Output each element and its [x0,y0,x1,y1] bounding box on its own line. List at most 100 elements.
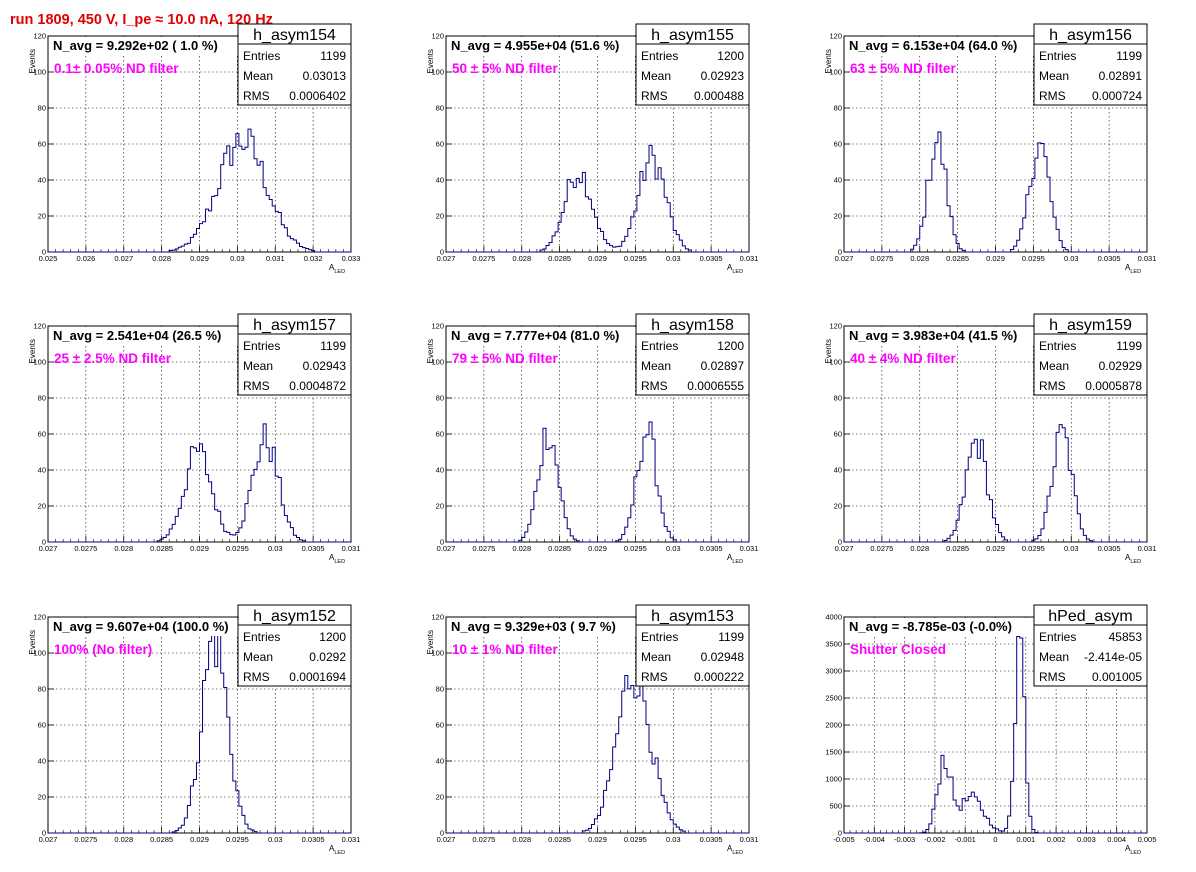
x-tick-label: 0.0275 [870,544,893,553]
filter-label: 50 ± 5% ND filter [452,61,558,76]
x-tick-label: 0.032 [304,254,323,263]
y-tick-label: 100 [33,358,46,367]
stat-label: Mean [641,359,671,373]
x-tick-label: 0.0295 [624,254,647,263]
y-tick-label: 60 [38,721,46,730]
stat-label: Entries [243,339,280,353]
stat-value: 1200 [717,49,744,63]
stats-box: h_asym154 Entries 1199 Mean 0.03013 RMS 0.0006… [237,23,352,106]
x-tick-label: 0.0305 [1098,254,1121,263]
y-tick-label: 20 [436,502,444,511]
navg-box-bg [448,37,662,55]
histogram-panel-h_asym158: 0.027 0.0275 0.028 0.0285 0.029 0.0295 0.03 0.0… [426,313,759,565]
navg-label: N_avg = 9.292e+02 ( 1.0 %) [53,38,218,53]
stat-label: Entries [641,339,678,353]
y-tick-label: 20 [834,502,842,511]
y-tick-label: 500 [829,802,842,811]
x-tick-label: 0.0295 [624,835,647,844]
x-tick-label: 0.031 [740,544,759,553]
histogram-panel-h_asym157: 0.027 0.0275 0.028 0.0285 0.029 0.0295 0.03 0.0… [28,313,360,565]
x-tick-label: 0.0295 [226,835,249,844]
x-tick-label: 0.0285 [946,544,969,553]
navg-label: N_avg = 4.955e+04 (51.6 %) [451,38,619,53]
x-axis-label: ALED [727,263,743,275]
x-tick-label: 0.0275 [74,544,97,553]
y-tick-label: 60 [834,430,842,439]
y-tick-label: 20 [436,212,444,221]
y-tick-label: 0 [838,248,842,257]
navg-box: N_avg = 9.607e+04 (100.0 %) [50,618,264,636]
page-title: run 1809, 450 V, I_pe ≈ 10.0 nA, 120 Hz [10,12,273,28]
stat-label: RMS [1039,89,1066,103]
y-tick-label: 0 [838,538,842,547]
y-tick-label: 100 [431,649,444,658]
histogram-name: h_asym154 [253,27,336,44]
stat-value: 0.02923 [701,69,745,83]
x-tick-label: 0.029 [190,544,209,553]
y-tick-label: 40 [38,466,46,475]
stats-box-frame [1033,313,1148,396]
filter-label: 10 ± 1% ND filter [452,642,558,657]
x-tick-label: 0.03 [268,544,283,553]
stat-label: Mean [243,359,273,373]
histogram-panel-h_asym156: 0.027 0.0275 0.028 0.0285 0.029 0.0295 0.03 0.0… [824,23,1156,275]
navg-label: N_avg = 3.983e+04 (41.5 %) [849,328,1017,343]
x-axis-label: ALED [1125,553,1141,565]
x-tick-label: 0.0285 [548,835,571,844]
y-tick-label: 2000 [825,721,842,730]
stat-label: Entries [243,49,280,63]
x-tick-label: 0.0285 [548,544,571,553]
x-tick-label: 0.03 [1064,544,1079,553]
stat-label: Entries [1039,630,1076,644]
y-tick-label: 80 [38,394,46,403]
stats-box-frame [237,313,352,396]
x-tick-label: 0.028 [910,544,929,553]
stats-box-frame [237,23,352,106]
stats-box: h_asym155 Entries 1200 Mean 0.02923 RMS 0.0004… [635,23,750,106]
stat-value: 0.03013 [303,69,347,83]
stats-box-frame [1033,23,1148,106]
x-tick-label: 0.028 [152,254,171,263]
stat-label: Entries [641,49,678,63]
x-tick-label: 0.0275 [472,544,495,553]
x-tick-label: 0.029 [190,254,209,263]
y-tick-label: 60 [38,430,46,439]
y-tick-label: 40 [436,176,444,185]
x-tick-label: 0.03 [1064,254,1079,263]
x-tick-label: 0.027 [437,254,456,263]
stat-label: RMS [243,379,270,393]
y-tick-label: 20 [38,212,46,221]
x-tick-label: 0.0305 [1098,544,1121,553]
x-tick-label: 0.0275 [74,835,97,844]
x-axis-label: ALED [329,263,345,275]
y-tick-label: 0 [42,538,46,547]
stat-value: 0.02929 [1099,359,1143,373]
stat-label: Mean [1039,359,1069,373]
x-tick-label: -0.003 [894,835,915,844]
stats-box-frame [635,604,750,687]
x-tick-label: 0.028 [114,835,133,844]
y-tick-label: 1500 [825,748,842,757]
stat-value: -2.414e-05 [1084,650,1142,664]
x-tick-label: -0.005 [833,835,854,844]
navg-box: N_avg = 9.329e+03 ( 9.7 %) [448,618,662,636]
x-tick-label: 0.0305 [302,544,325,553]
x-tick-label: 0.0295 [226,544,249,553]
histogram-panel-hPed_asym: -0.005 -0.004 -0.003 -0.002 -0.001 0 0.001 0.00… [825,604,1156,856]
x-tick-label: 0.03 [268,835,283,844]
x-tick-label: 0.03 [230,254,245,263]
y-tick-label: 20 [38,502,46,511]
navg-box: N_avg = 7.777e+04 (81.0 %) [448,327,662,345]
navg-label: N_avg = 6.153e+04 (64.0 %) [849,38,1017,53]
navg-box-bg [50,37,264,55]
x-tick-label: 0.028 [910,254,929,263]
histogram-line [446,421,749,543]
histogram-line [48,629,351,834]
stat-label: RMS [243,670,270,684]
stat-label: RMS [1039,670,1066,684]
navg-box: N_avg = 9.292e+02 ( 1.0 %) [50,37,264,55]
stat-label: Mean [243,650,273,664]
stats-box-frame [635,23,750,106]
x-tick-label: 0.0285 [150,544,173,553]
